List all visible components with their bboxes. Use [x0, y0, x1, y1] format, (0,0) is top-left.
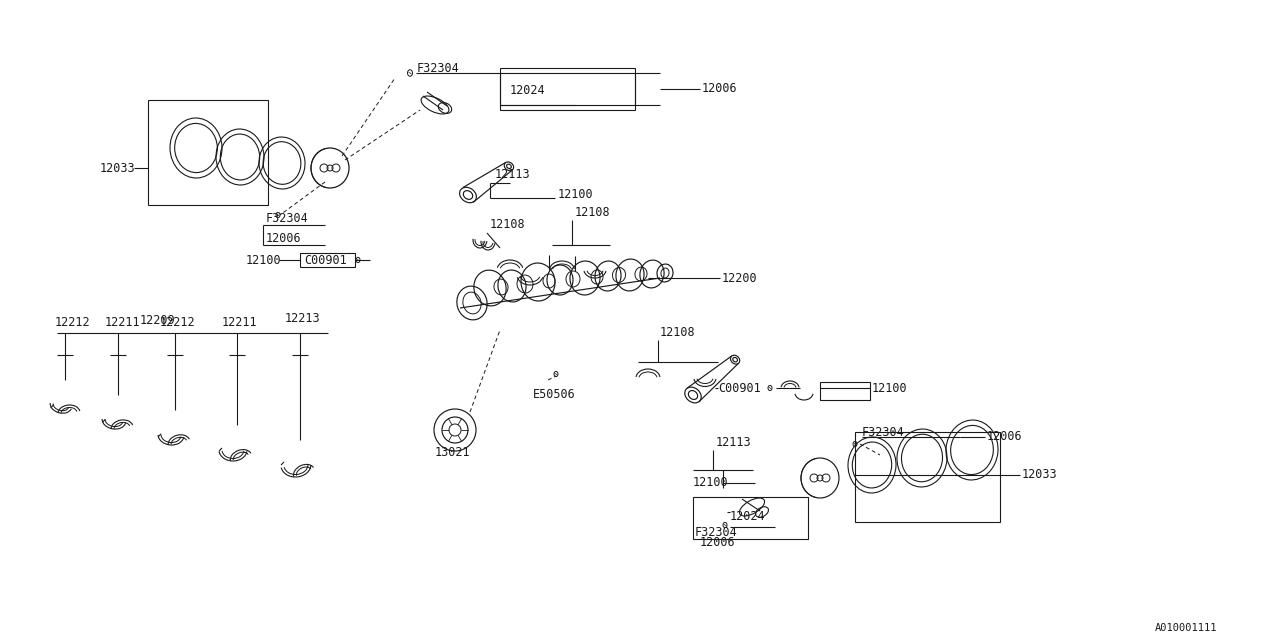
Text: 12113: 12113 [716, 436, 751, 449]
Bar [148, 100, 268, 205]
Text: 12024: 12024 [509, 83, 545, 97]
Text: F32304: F32304 [266, 211, 308, 225]
Text: 12108: 12108 [575, 207, 611, 220]
Text: C00901: C00901 [305, 253, 347, 266]
Bar [855, 432, 1000, 522]
Text: 12033: 12033 [1021, 468, 1057, 481]
Text: 12113: 12113 [495, 168, 531, 182]
Text: 12006: 12006 [987, 431, 1023, 444]
Text: 12006: 12006 [701, 83, 737, 95]
Text: 12213: 12213 [285, 312, 320, 324]
Text: 12006: 12006 [266, 232, 302, 244]
Bar [500, 68, 635, 110]
Text: 12100: 12100 [872, 381, 908, 394]
Text: 12100: 12100 [246, 253, 282, 266]
Text: 13021: 13021 [435, 445, 471, 458]
Text: A010001111: A010001111 [1155, 623, 1217, 633]
Text: C00901: C00901 [718, 381, 760, 394]
Bar [300, 253, 355, 267]
Text: F32304: F32304 [417, 61, 460, 74]
Text: 12211: 12211 [105, 316, 141, 328]
Text: F32304: F32304 [695, 527, 737, 540]
Text: 12033: 12033 [100, 161, 136, 175]
Text: 12108: 12108 [660, 326, 695, 339]
Text: 12212: 12212 [55, 316, 91, 328]
Text: 12212: 12212 [160, 316, 196, 328]
Text: E50506: E50506 [532, 388, 576, 401]
Text: 12100: 12100 [558, 189, 594, 202]
Text: 12100: 12100 [692, 477, 728, 490]
Text: 12209: 12209 [140, 314, 175, 326]
Text: 12108: 12108 [490, 218, 526, 232]
Text: 12024: 12024 [730, 511, 765, 524]
Text: 12211: 12211 [221, 316, 257, 328]
Text: 12200: 12200 [722, 271, 758, 285]
Text: 12006: 12006 [700, 536, 736, 550]
Bar [692, 497, 808, 539]
Text: F32304: F32304 [861, 426, 905, 438]
Bar [820, 382, 870, 400]
